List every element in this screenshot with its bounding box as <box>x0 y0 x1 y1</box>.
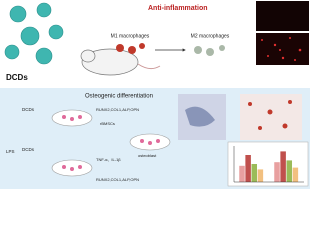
m1-cells <box>116 43 145 54</box>
stain-dots <box>248 100 292 130</box>
fluorescence-dots <box>261 37 302 61</box>
bar <box>257 169 264 182</box>
graphical-abstract: DCDs Anti-inflammation M1 macrophages M2… <box>0 0 310 189</box>
m1-label: M1 macrophages <box>111 33 150 39</box>
bar <box>274 162 280 182</box>
bar <box>292 167 299 182</box>
cells <box>62 115 160 171</box>
mouse-head <box>80 49 96 63</box>
bar <box>280 151 286 182</box>
stain-image <box>240 94 302 140</box>
anti-inflammation-title: Anti-inflammation <box>148 5 208 12</box>
bar <box>239 165 245 182</box>
stain-image <box>185 106 215 127</box>
bar <box>245 155 251 182</box>
page: DCDs Anti-inflammation M1 macrophages M2… <box>0 0 310 189</box>
dcds-small-label: DCDs <box>22 107 35 112</box>
m2-label: M2 macrophages <box>191 33 230 39</box>
genes-down-label: RUNX2,COL1,ALP,OPN <box>96 177 139 182</box>
lps-label: LPS <box>6 149 15 154</box>
osteogenic-title: Osteogenic differentiation <box>85 94 153 100</box>
fluorescence-image <box>256 33 309 65</box>
mouse-tail <box>137 63 161 70</box>
fluorescence-image <box>256 1 309 31</box>
bar <box>251 164 258 182</box>
dcds-label: DCDs <box>6 73 28 82</box>
osteoblast-label: osteoblast <box>138 153 157 158</box>
dcds-small-label: DCDs <box>22 147 35 152</box>
inset-bars <box>233 146 304 183</box>
cytokines-label: TNF-α、IL-1β <box>96 157 121 162</box>
m2-cells <box>194 45 225 56</box>
mouse-body <box>81 48 139 76</box>
axis <box>233 146 304 183</box>
rbmscs-label: rBMSCs <box>100 121 115 126</box>
dcd-spheres <box>4 2 64 65</box>
bar <box>286 160 293 182</box>
genes-up-label: RUNX2,COL1,ALP,OPN <box>96 107 139 112</box>
